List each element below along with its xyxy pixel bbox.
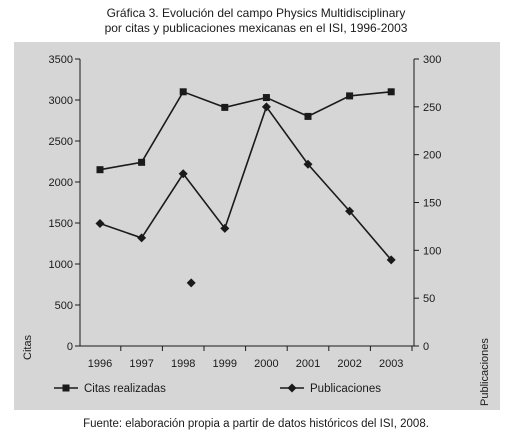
right-tick-label: 0 [423,341,429,353]
right-tick-label: 250 [423,102,441,114]
left-tick-label: 1000 [49,259,73,271]
data-point-citas [96,166,104,174]
series-line-publicaciones [99,105,392,261]
x-tick-label: 2000 [254,358,278,370]
x-tick-label: 1999 [213,358,237,370]
data-point-citas [387,88,395,96]
right-tick-label: 200 [423,150,441,162]
left-tick-label: 2500 [49,136,73,148]
y-axis-title-left: Citas [22,334,34,360]
data-point-publicaciones [345,206,355,216]
x-tick-label: 1997 [129,358,153,370]
right-tick-label: 50 [423,293,435,305]
x-tick-label: 2002 [337,358,361,370]
data-point-citas [179,88,187,96]
x-tick-label: 2001 [296,358,320,370]
data-point-citas [221,103,229,111]
data-point-citas [262,94,270,102]
data-point-publicaciones [303,159,313,169]
data-point-citas [138,158,146,166]
legend-marker-citas [62,384,70,392]
left-tick-label: 3500 [49,54,73,66]
data-point-publicaciones [220,223,230,233]
left-tick-label: 0 [67,341,73,353]
data-point-citas [304,112,312,120]
legend-label-citas: Citas realizadas [84,383,166,395]
x-tick-label: 2003 [379,358,403,370]
data-point-publicaciones [261,102,271,112]
data-point-publicaciones [95,219,105,229]
series-line-citas [99,90,392,171]
right-tick-label: 150 [423,198,441,210]
right-tick-label: 100 [423,245,441,257]
legend-marker-publicaciones [287,383,297,393]
legend-label-publicaciones: Publicaciones [310,383,381,395]
y-axis-title-right: Publicaciones [479,338,491,406]
right-tick-label: 300 [423,54,441,66]
x-tick-label: 1996 [88,358,112,370]
left-tick-label: 3000 [49,95,73,107]
chart-title-line2: por citas y publicaciones mexicanas en e… [104,21,408,35]
outlier-point [186,278,196,288]
left-tick-label: 2000 [49,177,73,189]
x-tick-label: 1998 [171,358,195,370]
chart-title: Gráfica 3. Evolución del campo Physics M… [0,6,512,36]
source-footer: Fuente: elaboración propia a partir de d… [83,418,429,430]
chart-title-line1: Gráfica 3. Evolución del campo Physics M… [106,6,406,20]
data-point-publicaciones [386,255,396,265]
chart-panel: 0 500 1000 1500 2000 2500 3000 3500 0 50 100 150 200… [14,42,500,410]
left-tick-label: 1500 [49,218,73,230]
data-point-citas [346,92,354,100]
left-tick-label: 500 [55,300,73,312]
data-point-publicaciones [137,233,147,243]
data-point-publicaciones [178,169,188,179]
chart-svg: 0 500 1000 1500 2000 2500 3000 3500 0 50 100 150 200… [22,54,491,406]
